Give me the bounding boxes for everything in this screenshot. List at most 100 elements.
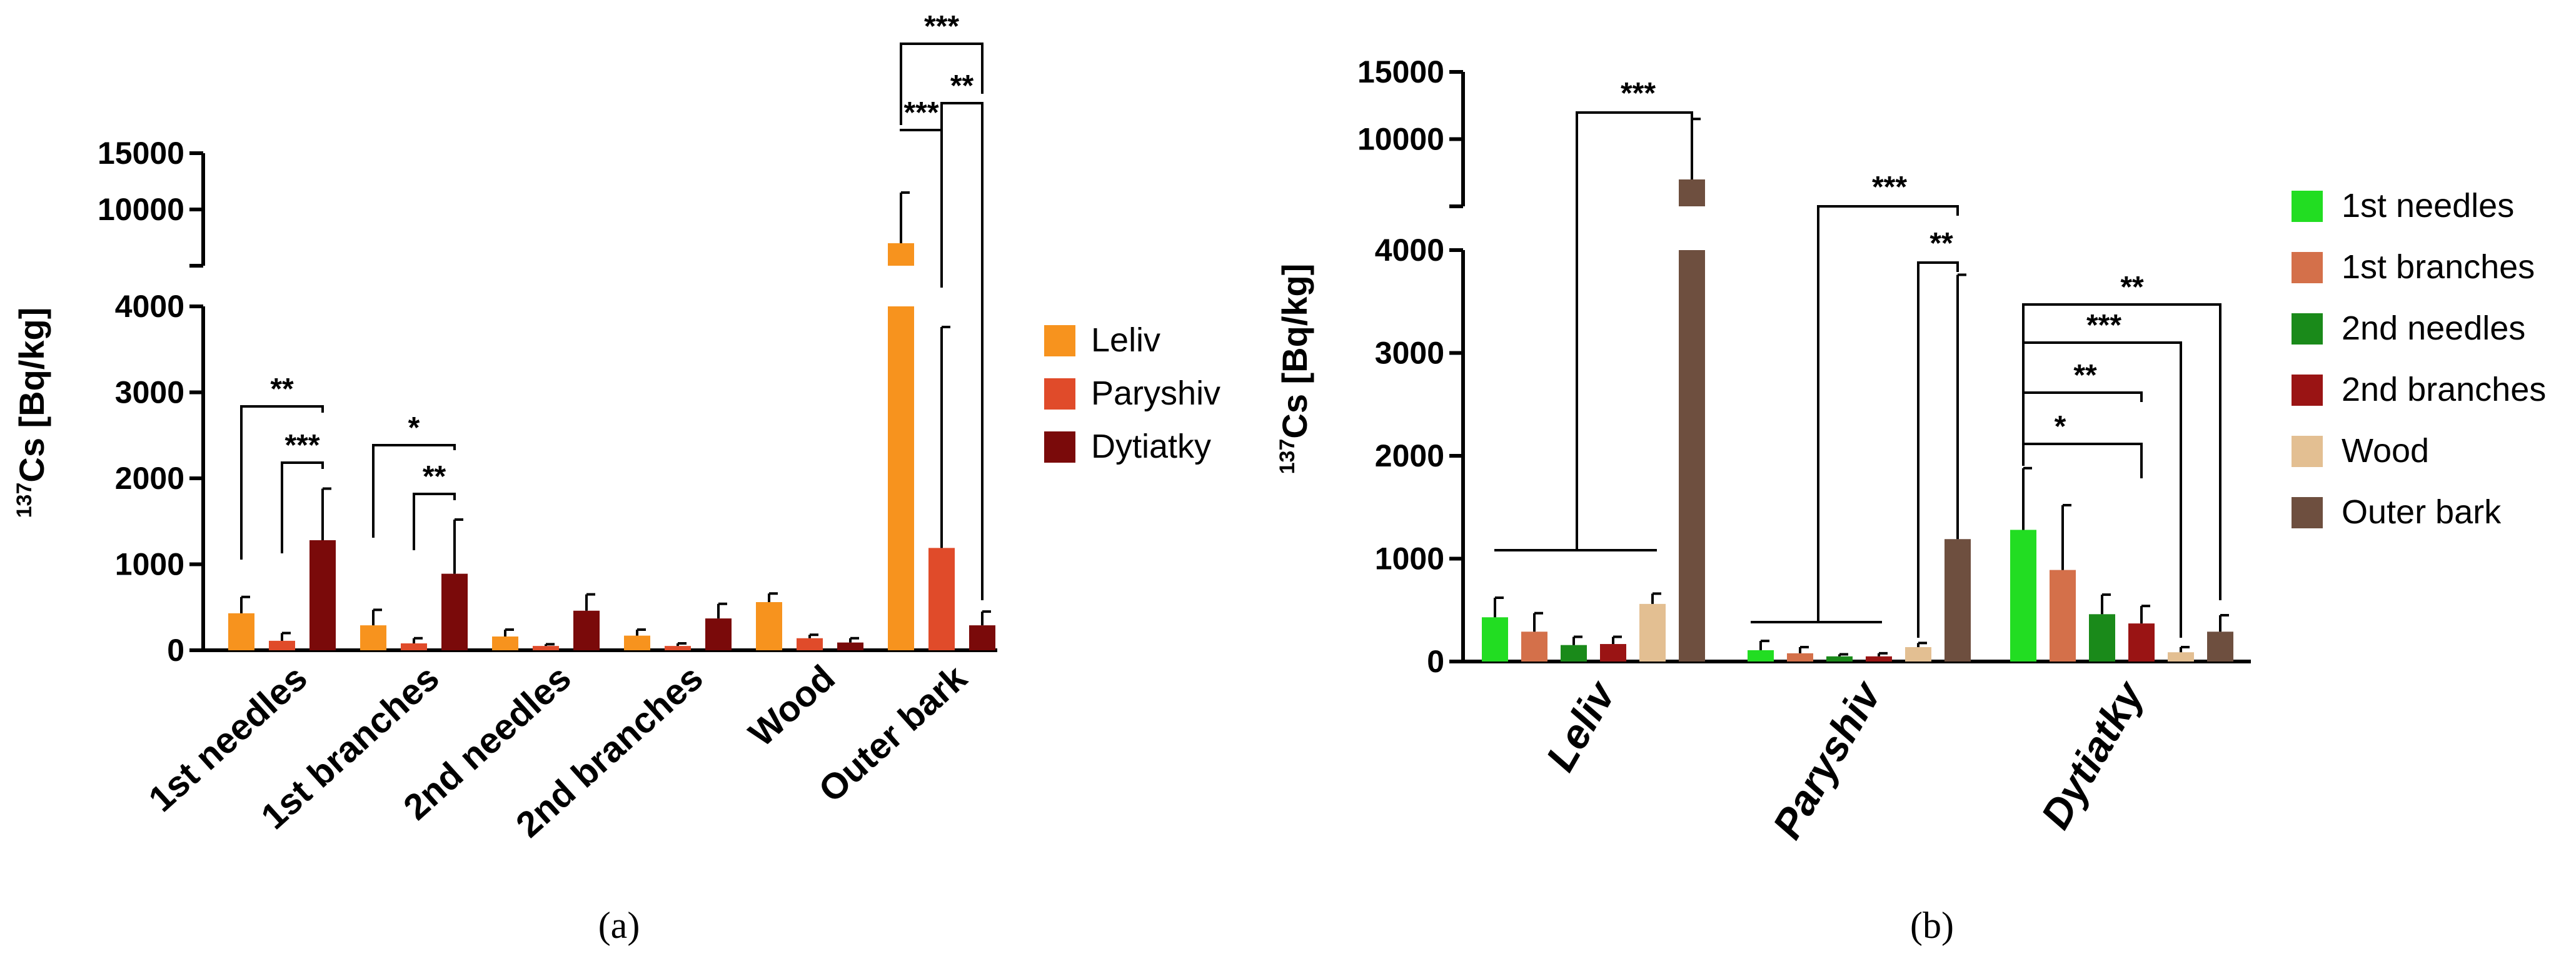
legend-swatch-leliv: [1044, 325, 1075, 356]
legend-swatch-2nd-branches: [2292, 375, 2323, 406]
bar-top-leliv-outer-bark: [1679, 179, 1705, 206]
bar-dytiatky-1st-branches: [2050, 570, 2076, 662]
legend-swatch-paryshiv: [1044, 378, 1075, 410]
bar-paryshiv-1st-needles: [269, 640, 295, 650]
bar-dytiatky-outer-bark: [969, 625, 995, 650]
y-axis-title-main: Cs [Bq/kg]: [12, 308, 51, 483]
panel-a-label: (a): [598, 905, 640, 946]
bar-leliv-2nd-needles: [1561, 645, 1587, 662]
y-axis-title-superscript: 137: [13, 483, 36, 518]
y-tick-label: 0: [1427, 644, 1444, 679]
legend-label-leliv: Leliv: [1091, 321, 1160, 359]
x-tick-label-paryshiv: Paryshiv: [1763, 672, 1890, 846]
bar-leliv-1st-branches: [360, 625, 386, 650]
legend-swatch-2nd-needles: [2292, 313, 2323, 345]
bar-dytiatky-2nd-branches: [2128, 623, 2155, 662]
y-tick-label: 15000: [98, 136, 184, 171]
y-tick-label: 2000: [115, 461, 184, 496]
significance-label: **: [2073, 359, 2097, 392]
bar-top-leliv-outer-bark: [888, 243, 914, 266]
y-axis-title: 137Cs [Bq/kg]: [12, 308, 51, 518]
bar-leliv-2nd-needles: [492, 636, 518, 650]
legend-label-1st-branches: 1st branches: [2342, 248, 2535, 286]
bar-dytiatky-1st-needles: [309, 540, 336, 650]
panel-b-label: (b): [1910, 905, 1954, 946]
x-tick-label-leliv: Leliv: [1537, 672, 1625, 778]
bar-paryshiv-2nd-needles: [1826, 656, 1853, 662]
bar-paryshiv-outer-bark: [1945, 539, 1971, 662]
y-tick-label: 1000: [1375, 541, 1444, 576]
significance-label: ***: [1872, 171, 1907, 204]
significance-label: **: [270, 373, 294, 406]
significance-label: ***: [2086, 309, 2121, 342]
y-tick-label: 3000: [115, 375, 184, 410]
significance-label: **: [1929, 227, 1953, 260]
significance-bracket: [372, 444, 456, 538]
bar-leliv-2nd-branches: [624, 635, 650, 650]
bar-paryshiv-wood: [1905, 647, 1931, 662]
x-tick-label-dytiatky: Dytiatky: [2032, 672, 2153, 836]
significance-label: **: [950, 69, 974, 103]
significance-bracket: [1817, 205, 1959, 622]
bar-dytiatky-1st-needles: [2010, 530, 2036, 662]
significance-label: *: [408, 411, 420, 445]
bar-leliv-2nd-branches: [1600, 644, 1626, 662]
legend-swatch-dytiatky: [1044, 431, 1075, 463]
y-axis-title-superscript: 137: [1275, 439, 1299, 475]
bar-paryshiv-1st-needles: [1748, 650, 1774, 662]
x-tick-label-wood: Wood: [741, 657, 842, 754]
significance-bracket: [2022, 443, 2143, 478]
legend-label-dytiatky: Dytiatky: [1091, 428, 1211, 465]
legend-label-paryshiv: Paryshiv: [1091, 375, 1220, 412]
significance-bracket: [900, 43, 984, 125]
bar-leliv-1st-branches: [1521, 631, 1547, 662]
significance-bracket: [240, 405, 324, 560]
significance-bracket: [2022, 341, 2182, 638]
significance-bracket: [2022, 303, 2221, 600]
bar-leliv-1st-needles: [1482, 617, 1508, 662]
bar-leliv-wood: [756, 602, 782, 650]
y-tick-label: 4000: [1375, 233, 1444, 268]
legend-label-2nd-branches: 2nd branches: [2342, 371, 2546, 408]
significance-bracket: [413, 493, 456, 550]
significance-label: ***: [284, 429, 319, 462]
y-tick-label: 3000: [1375, 336, 1444, 371]
significance-bracket: [1576, 111, 1693, 550]
bar-paryshiv-1st-branches: [401, 643, 427, 650]
significance-label: ***: [924, 10, 959, 43]
significance-label: *: [2055, 410, 2066, 443]
bar-dytiatky-2nd-needles: [2089, 614, 2115, 662]
bar-dytiatky-outer-bark: [2207, 631, 2233, 662]
panel-b-chart: 0 1000 2000 3000 4000 10000 15000 137Cs [Bq/kg]…: [1275, 54, 2546, 846]
bar-dytiatky-2nd-branches: [705, 618, 732, 650]
legend-label-outer-bark: Outer bark: [2342, 493, 2502, 531]
legend-swatch-1st-branches: [2292, 252, 2323, 283]
bar-paryshiv-1st-branches: [1787, 653, 1813, 662]
y-tick-label: 15000: [1357, 54, 1444, 89]
bar-paryshiv-wood: [797, 638, 823, 650]
y-tick-label: 10000: [1357, 122, 1444, 157]
legend-swatch-1st-needles: [2292, 191, 2323, 222]
significance-label: ***: [903, 96, 938, 129]
y-axis-title: 137Cs [Bq/kg]: [1275, 264, 1314, 475]
y-tick-label: 4000: [115, 289, 184, 324]
y-tick-label: 10000: [98, 192, 184, 227]
bar-leliv-1st-needles: [228, 613, 254, 650]
bar-paryshiv-2nd-needles: [533, 646, 559, 650]
significance-label: **: [2120, 271, 2144, 304]
legend-swatch-wood: [2292, 436, 2323, 467]
y-tick-label: 0: [167, 633, 184, 668]
bar-dytiatky-2nd-needles: [573, 610, 600, 650]
significance-bracket: [1917, 261, 1959, 638]
legend-label-wood: Wood: [2342, 432, 2429, 470]
y-axis-title-main: Cs [Bq/kg]: [1275, 264, 1314, 439]
bar-paryshiv-2nd-branches: [665, 646, 691, 650]
bar-dytiatky-wood: [2168, 652, 2194, 662]
panel-a-chart: 0 1000 2000 3000 4000 10000 15000 137Cs [Bq/kg]…: [12, 10, 1220, 845]
significance-bracket: [940, 102, 984, 600]
significance-bracket: [2022, 391, 2143, 444]
bar-leliv-outer-bark: [888, 306, 914, 650]
significance-label: ***: [1621, 77, 1656, 110]
legend-label-2nd-needles: 2nd needles: [2342, 309, 2525, 347]
